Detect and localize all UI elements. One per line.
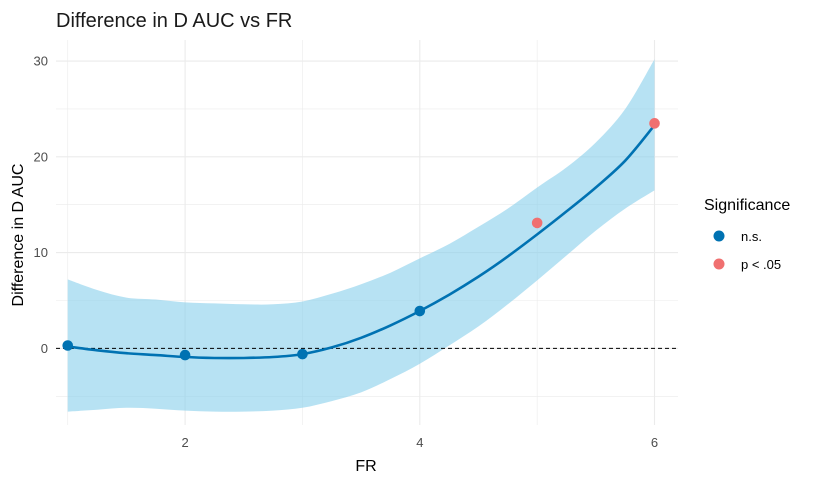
- legend-key-ns: [713, 230, 725, 242]
- x-tick-label: 6: [651, 435, 658, 450]
- data-point: [179, 349, 191, 361]
- confidence-ribbon-layer: [67, 59, 655, 412]
- legend-label-sig: p < .05: [741, 257, 781, 272]
- y-axis-title: Difference in D AUC: [10, 164, 27, 307]
- legend-title: Significance: [704, 197, 790, 214]
- confidence-ribbon: [67, 59, 655, 412]
- x-tick-label: 2: [181, 435, 188, 450]
- legend-label-ns: n.s.: [741, 229, 762, 244]
- data-point: [649, 118, 660, 129]
- chart-title: Difference in D AUC vs FR: [56, 10, 292, 32]
- data-point: [414, 305, 426, 317]
- x-axis-title: FR: [355, 458, 376, 475]
- legend-key-sig: [713, 258, 725, 270]
- data-point: [297, 348, 308, 360]
- y-tick-label: 0: [41, 341, 48, 356]
- x-tick-labels: 2 4 6: [181, 435, 658, 450]
- y-tick-label: 10: [34, 245, 48, 260]
- x-tick-label: 4: [416, 435, 423, 450]
- y-tick-label: 30: [34, 54, 48, 69]
- data-point: [62, 340, 74, 351]
- smooth-line-layer: [66, 123, 656, 360]
- y-tick-label: 20: [34, 149, 48, 164]
- smooth-fit-line: [66, 123, 656, 360]
- legend: Significance n.s. p < .05: [704, 197, 790, 272]
- data-points-layer: [62, 118, 660, 361]
- y-tick-labels: 0 10 20 30: [34, 54, 48, 356]
- data-point: [531, 217, 543, 229]
